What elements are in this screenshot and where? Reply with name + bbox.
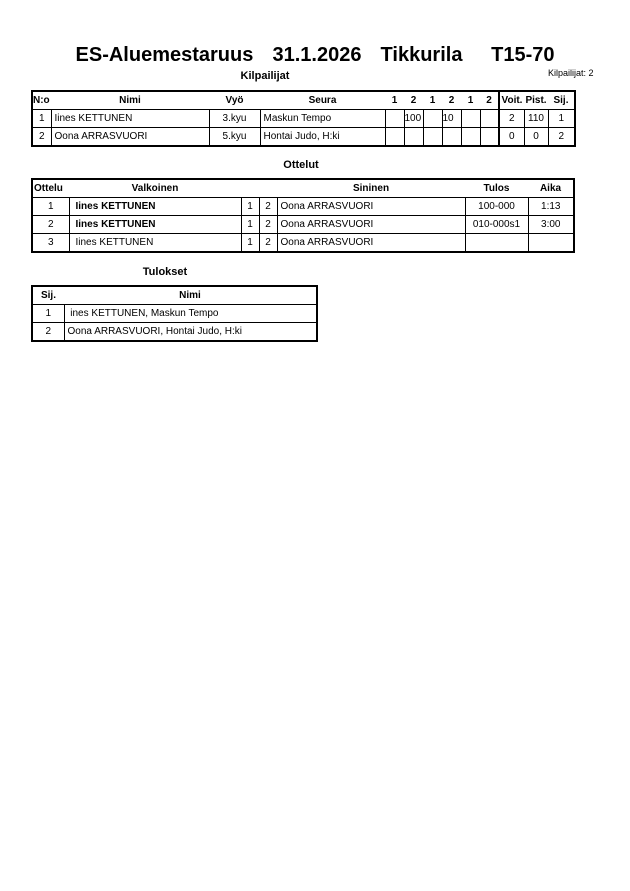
header-white: Valkoinen	[69, 178, 241, 198]
cell-belt: 3.kyu	[208, 109, 261, 128]
cell-b: 2	[258, 215, 278, 234]
header-result: Tulos	[465, 178, 528, 198]
cell-wins: 2	[498, 109, 525, 128]
table-row: 1 Iines KETTUNEN 1 2 Oona ARRASVUORI 100…	[31, 197, 575, 216]
header-name: Nimi	[51, 90, 209, 110]
page-title: ES-Aluemestaruus 31.1.2026 Tikkurila T15…	[75, 44, 555, 66]
cell-result: 010-000s1	[464, 215, 529, 234]
cell-name: Iines KETTUNEN	[50, 109, 210, 128]
header-score: 1	[423, 90, 442, 110]
table-row: 2 Iines KETTUNEN 1 2 Oona ARRASVUORI 010…	[31, 215, 575, 234]
results-table: Sij. Nimi 1 ines KETTUNEN, Maskun Tempo …	[31, 285, 318, 342]
cell-rank: 2	[31, 322, 65, 342]
cell-score	[403, 127, 424, 147]
table-header: Sij. Nimi	[32, 285, 317, 305]
cell-score	[460, 127, 481, 147]
cell-points: 110	[523, 109, 549, 128]
cell-rank: 1	[31, 304, 65, 323]
header-wins: Voit.	[498, 90, 524, 110]
cell-points: 0	[523, 127, 549, 147]
competitors-heading: Kilpailijat	[240, 70, 290, 82]
header-score: 1	[461, 90, 480, 110]
cell-rank: 2	[547, 127, 576, 147]
cell-name: Oona ARRASVUORI	[50, 127, 210, 147]
cell-score	[479, 109, 500, 128]
table-row: 1 ines KETTUNEN, Maskun Tempo	[31, 304, 318, 323]
matches-heading: Ottelut	[283, 159, 319, 171]
cell-wins: 0	[498, 127, 525, 147]
cell-w: 1	[240, 233, 260, 253]
cell-blue: Oona ARRASVUORI	[276, 197, 466, 216]
cell-b: 2	[258, 197, 278, 216]
table-row: 3 Iines KETTUNEN 1 2 Oona ARRASVUORI	[31, 233, 575, 253]
cell-blue: Oona ARRASVUORI	[276, 215, 466, 234]
cell-time: 1:13	[527, 197, 575, 216]
cell-belt: 5.kyu	[208, 127, 261, 147]
cell-name: Oona ARRASVUORI, Hontai Judo, H:ki	[63, 322, 318, 342]
cell-score	[441, 127, 462, 147]
cell-no: 2	[31, 127, 52, 147]
cell-white: Iines KETTUNEN	[68, 233, 242, 253]
table-row: 2 Oona ARRASVUORI 5.kyu Hontai Judo, H:k…	[31, 127, 576, 147]
header-time: Aika	[528, 178, 574, 198]
header-points: Pist.	[524, 90, 548, 110]
cell-blue: Oona ARRASVUORI	[276, 233, 466, 253]
cell-match-no: 3	[31, 233, 70, 253]
cell-result: 100-000	[464, 197, 529, 216]
cell-name: ines KETTUNEN, Maskun Tempo	[63, 304, 318, 323]
cell-score	[422, 109, 443, 128]
cell-club: Hontai Judo, H:ki	[259, 127, 386, 147]
header-club: Seura	[260, 90, 385, 110]
results-heading: Tulokset	[142, 266, 188, 278]
cell-score	[384, 109, 405, 128]
cell-score: 10	[441, 109, 462, 128]
table-header: Ottelu Valkoinen Sininen Tulos Aika	[32, 178, 574, 198]
competitors-count: Kilpailijat: 2	[548, 68, 594, 78]
cell-score	[460, 109, 481, 128]
cell-score	[479, 127, 500, 147]
header-score: 2	[404, 90, 423, 110]
cell-w: 1	[240, 215, 260, 234]
cell-time: 3:00	[527, 215, 575, 234]
header-rank: Sij.	[32, 285, 64, 305]
matches-table: Ottelu Valkoinen Sininen Tulos Aika 1 Ii…	[31, 178, 575, 253]
cell-match-no: 1	[31, 197, 70, 216]
header-name: Nimi	[64, 285, 317, 305]
header-blue: Sininen	[277, 178, 465, 198]
cell-time	[527, 233, 575, 253]
cell-b: 2	[258, 233, 278, 253]
cell-no: 1	[31, 109, 52, 128]
header-score: 2	[442, 90, 461, 110]
header-match: Ottelu	[32, 178, 69, 198]
cell-white: Iines KETTUNEN	[68, 197, 242, 216]
header-no: N:o	[32, 90, 51, 110]
cell-white: Iines KETTUNEN	[68, 215, 242, 234]
cell-match-no: 2	[31, 215, 70, 234]
header-belt: Vyö	[209, 90, 260, 110]
cell-score: 100	[403, 109, 424, 128]
header-rank: Sij.	[548, 90, 575, 110]
cell-score	[422, 127, 443, 147]
cell-club: Maskun Tempo	[259, 109, 386, 128]
competitors-table: N:o Nimi Vyö Seura 1 2 1 2 1 2 Voit. Pis…	[31, 90, 576, 147]
table-row: 2 Oona ARRASVUORI, Hontai Judo, H:ki	[31, 322, 318, 342]
table-row: 1 Iines KETTUNEN 3.kyu Maskun Tempo 100 …	[31, 109, 576, 128]
cell-result	[464, 233, 529, 253]
header-score: 2	[480, 90, 499, 110]
cell-score	[384, 127, 405, 147]
header-score: 1	[385, 90, 404, 110]
cell-w: 1	[240, 197, 260, 216]
table-header: N:o Nimi Vyö Seura 1 2 1 2 1 2 Voit. Pis…	[32, 90, 575, 110]
cell-rank: 1	[547, 109, 576, 128]
